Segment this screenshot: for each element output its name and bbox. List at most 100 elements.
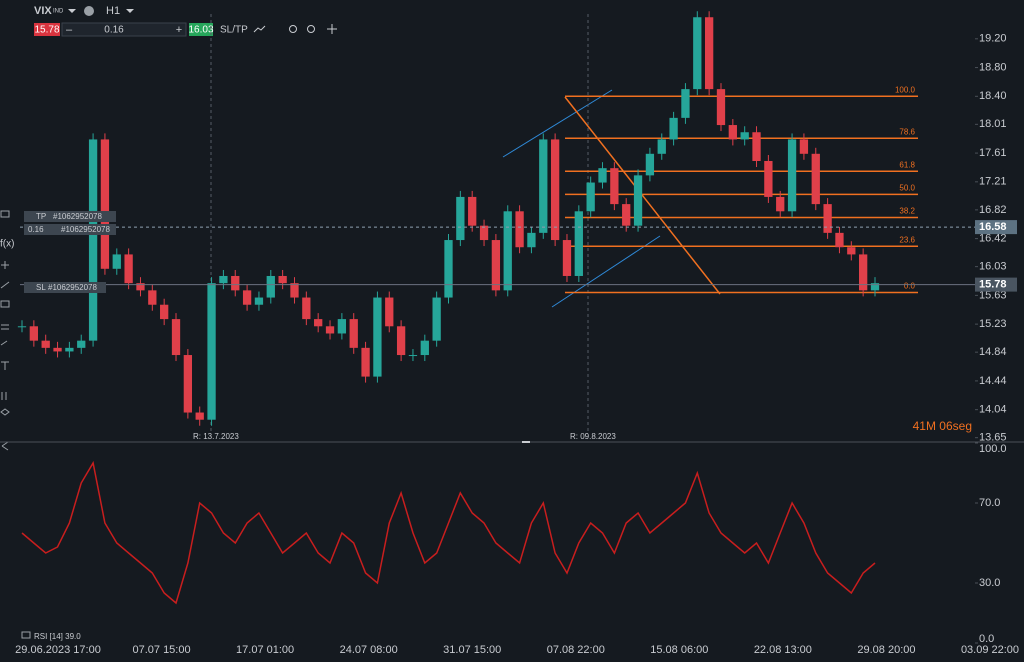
candle — [657, 139, 666, 154]
fib-label: 23.6 — [899, 235, 915, 244]
time-label: 29.06.2023 17:00 — [15, 644, 101, 656]
candle — [633, 175, 643, 226]
time-label: 22.08 13:00 — [754, 644, 812, 656]
time-label: 15.08 06:00 — [650, 644, 708, 656]
candle — [349, 319, 358, 348]
volume-tag[interactable] — [24, 224, 116, 235]
y-tick-label: 16.03 — [979, 261, 1007, 273]
sltp[interactable]: SL/TP — [220, 25, 248, 36]
candle — [207, 283, 216, 420]
candle — [598, 168, 607, 183]
candle — [278, 275, 287, 284]
rsi-name: RSI [14] 39.0 — [34, 632, 81, 641]
minus[interactable]: – — [66, 24, 73, 36]
candle — [302, 297, 311, 320]
dropdown-icon[interactable] — [68, 9, 76, 13]
candle — [728, 125, 737, 140]
candle — [361, 347, 370, 377]
sl-tag[interactable] — [24, 282, 106, 293]
time-label: 07.07 15:00 — [132, 644, 190, 656]
candle — [811, 153, 820, 205]
candle — [870, 283, 880, 291]
volume-id[interactable]: #1062952078 — [61, 225, 110, 234]
symbol[interactable]: VIX — [34, 5, 52, 17]
candle — [491, 240, 501, 291]
candle — [195, 412, 204, 420]
time-label: 03.09 22:00 — [961, 644, 1019, 656]
sidebar-icons[interactable] — [0, 210, 10, 451]
time-label: 17.07 01:00 — [236, 644, 294, 656]
candle — [29, 326, 38, 341]
y-tick-label: 18.01 — [979, 118, 1007, 130]
y-tick-label: 18.40 — [979, 90, 1007, 102]
candle — [835, 232, 844, 248]
candle — [88, 139, 98, 341]
price-badge-label: 16.58 — [979, 221, 1007, 233]
buy-price[interactable]: 16.03 — [188, 25, 213, 36]
volume-kind[interactable]: 0.16 — [28, 225, 44, 234]
rsi-tick-label: 0.0 — [979, 633, 994, 645]
candle — [752, 132, 761, 161]
buy-button[interactable] — [189, 23, 213, 36]
market: IND — [53, 9, 64, 15]
candle — [100, 139, 110, 269]
candle — [704, 17, 714, 90]
candle — [160, 304, 169, 320]
sl-kind[interactable]: SL — [36, 283, 46, 292]
fib-label: 50.0 — [899, 184, 915, 193]
volume-box[interactable] — [61, 22, 187, 37]
candle — [337, 319, 347, 334]
dropdown-icon[interactable] — [126, 9, 134, 13]
marker-label: R: 13.7.2023 — [193, 432, 239, 441]
y-tick-label: 15.63 — [979, 289, 1007, 301]
timeframe[interactable]: H1 — [106, 5, 120, 17]
tp-id[interactable]: #1062952078 — [53, 212, 102, 221]
candle — [515, 211, 524, 248]
trend-line — [564, 96, 721, 295]
time-label: 29.08 20:00 — [857, 644, 915, 656]
rsi-line — [21, 460, 876, 605]
y-tick-label: 16.82 — [979, 204, 1007, 216]
price-badge — [975, 277, 1017, 292]
candle — [539, 139, 548, 233]
fib-label: 61.8 — [899, 160, 915, 169]
rsi-tick-label: 70.0 — [979, 497, 1000, 509]
candle — [776, 196, 785, 212]
tp-tag[interactable] — [24, 211, 116, 222]
countdown: 41M 06seg — [913, 419, 972, 433]
candle — [716, 89, 726, 126]
candle — [325, 326, 335, 334]
time-label: 24.07 08:00 — [340, 644, 398, 656]
candle — [396, 326, 406, 356]
candle — [171, 319, 181, 356]
candle — [669, 117, 678, 140]
sell-price[interactable]: 15.78 — [34, 25, 59, 36]
y-tick-label: 17.21 — [979, 176, 1007, 188]
y-tick-label: 19.20 — [979, 33, 1007, 45]
candle — [254, 297, 264, 305]
candle — [136, 283, 145, 291]
resize-handle[interactable] — [522, 441, 530, 443]
fib-label: 78.6 — [899, 127, 915, 136]
y-tick-label: 18.80 — [979, 61, 1007, 73]
candle — [77, 340, 86, 348]
volume[interactable]: 0.16 — [104, 25, 124, 36]
candle — [112, 254, 121, 269]
sl-id[interactable]: #1062952078 — [48, 283, 97, 292]
time-label: 07.08 22:00 — [547, 644, 605, 656]
candle — [385, 297, 394, 327]
sell-button[interactable] — [34, 23, 60, 36]
plus[interactable]: + — [176, 24, 182, 36]
candle — [693, 17, 702, 90]
fx-icon[interactable]: f(x) — [0, 239, 14, 250]
candle — [859, 254, 868, 291]
y-tick-label: 17.61 — [979, 147, 1007, 159]
info-icon[interactable] — [84, 6, 94, 16]
candle — [314, 319, 323, 327]
tool-icons[interactable] — [253, 24, 337, 34]
tp-kind[interactable]: TP — [36, 212, 46, 221]
indicator-icon[interactable] — [21, 631, 31, 639]
candle — [550, 139, 560, 241]
